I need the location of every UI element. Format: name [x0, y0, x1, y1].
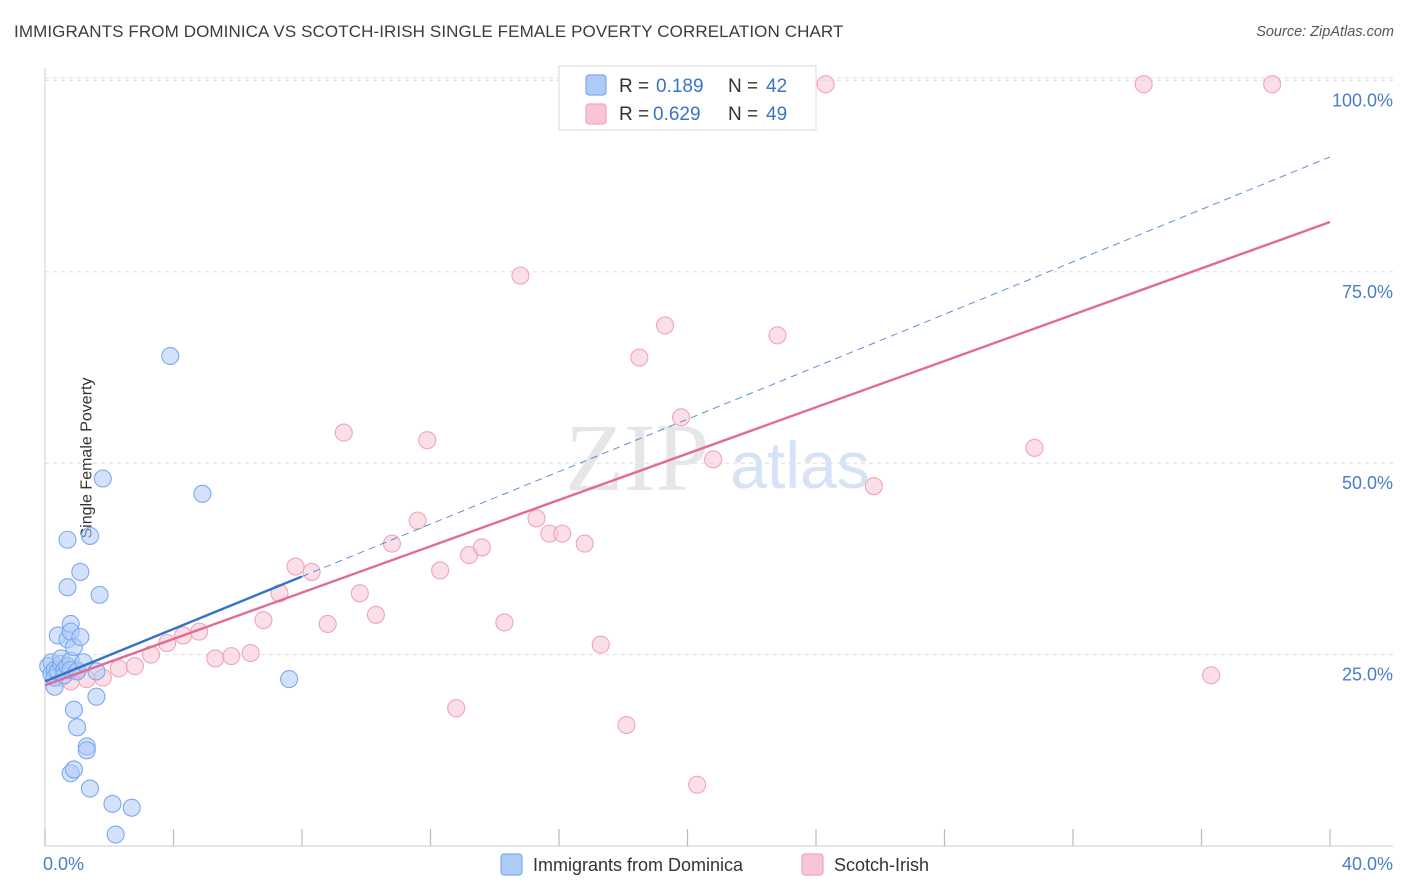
- data-point-scotch-irish: [447, 699, 466, 718]
- data-point-scotch-irish: [206, 649, 225, 668]
- data-point-scotch-irish: [768, 326, 787, 345]
- data-point-dominica: [90, 585, 109, 604]
- legend-swatch-dominica: [585, 74, 607, 96]
- data-point-dominica: [80, 779, 100, 798]
- data-point-scotch-irish: [630, 348, 649, 367]
- legend-r-value-dominica: 0.189: [656, 76, 704, 97]
- trend-line-scotch-irish: [44, 220, 1331, 687]
- data-point-dominica: [77, 741, 96, 760]
- x-tick-label: 0.0%: [43, 854, 84, 874]
- data-point-dominica: [58, 530, 77, 549]
- data-point-scotch-irish: [302, 562, 321, 581]
- data-point-scotch-irish: [704, 450, 723, 469]
- data-point-scotch-irish: [1202, 666, 1221, 685]
- legend-r-label-dominica: R =: [619, 76, 649, 97]
- data-point-scotch-irish: [431, 561, 450, 580]
- data-point-dominica: [93, 469, 112, 488]
- trend-lines: [44, 156, 1331, 687]
- series-scotch-irish-points: [52, 75, 1282, 794]
- data-point-scotch-irish: [418, 431, 437, 450]
- trend-line-dominica-extended: [301, 156, 1331, 577]
- stats-legend: R = 0.189 N = 42 R = 0.629 N = 49: [558, 65, 817, 131]
- data-point-scotch-irish: [864, 477, 883, 496]
- data-point-scotch-irish: [109, 659, 128, 678]
- data-point-scotch-irish: [688, 775, 707, 794]
- data-point-scotch-irish: [408, 511, 427, 530]
- data-point-dominica: [71, 562, 90, 581]
- bottom-legend-swatch-dominica: [500, 853, 523, 876]
- data-point-dominica: [193, 484, 212, 503]
- chart-title: IMMIGRANTS FROM DOMINICA VS SCOTCH-IRISH…: [14, 22, 844, 41]
- data-point-dominica: [64, 760, 83, 779]
- data-point-dominica: [58, 578, 77, 597]
- data-point-scotch-irish: [672, 408, 691, 427]
- legend-n-label-dominica: N =: [728, 76, 758, 97]
- watermark: ZIP atlas: [565, 404, 870, 511]
- data-point-scotch-irish: [1134, 75, 1153, 94]
- data-point-dominica: [280, 670, 299, 689]
- data-point-scotch-irish: [655, 316, 675, 335]
- bottom-legend-label-scotch-irish: Scotch-Irish: [834, 855, 929, 875]
- legend-r-label-scotch-irish: R =: [619, 104, 649, 125]
- bottom-legend-label-dominica: Immigrants from Dominica: [533, 855, 744, 875]
- data-point-scotch-irish: [527, 509, 546, 528]
- y-tick-label: 75.0%: [1342, 282, 1393, 302]
- bottom-legend-swatch-scotch-irish: [801, 853, 824, 876]
- x-tick-label: 40.0%: [1342, 854, 1393, 874]
- data-point-dominica: [161, 346, 180, 366]
- data-point-dominica: [68, 718, 87, 737]
- data-point-dominica: [64, 700, 83, 719]
- data-point-scotch-irish: [222, 647, 241, 666]
- watermark-atlas: atlas: [730, 428, 869, 502]
- y-tick-label: 25.0%: [1342, 665, 1393, 685]
- data-point-dominica: [87, 687, 106, 706]
- x-tick-labels: 0.0% 40.0%: [43, 854, 1393, 874]
- data-point-scotch-irish: [472, 538, 491, 557]
- data-point-dominica: [106, 825, 125, 844]
- data-point-scotch-irish: [617, 715, 636, 735]
- data-point-scotch-irish: [495, 613, 514, 632]
- legend-r-value-scotch-irish: 0.629: [653, 104, 701, 125]
- data-point-scotch-irish: [254, 611, 273, 630]
- data-point-scotch-irish: [816, 75, 835, 94]
- data-point-scotch-irish: [575, 534, 594, 553]
- data-point-dominica: [71, 627, 90, 647]
- data-point-dominica: [103, 794, 122, 813]
- data-point-scotch-irish: [125, 657, 144, 676]
- series-legend: Immigrants from Dominica Scotch-Irish: [500, 853, 929, 876]
- legend-n-value-scotch-irish: 49: [766, 104, 787, 125]
- data-point-scotch-irish: [511, 266, 530, 285]
- y-tick-label: 100.0%: [1332, 90, 1393, 110]
- data-point-scotch-irish: [1263, 75, 1282, 94]
- y-tick-label: 50.0%: [1342, 473, 1393, 493]
- source-credit: Source: ZipAtlas.com: [1256, 24, 1394, 40]
- data-point-scotch-irish: [382, 534, 402, 553]
- data-point-scotch-irish: [350, 584, 369, 603]
- data-point-dominica: [80, 526, 100, 545]
- data-point-scotch-irish: [286, 557, 305, 576]
- data-point-scotch-irish: [1025, 438, 1044, 457]
- y-tick-labels: 25.0% 50.0% 75.0% 100.0%: [1332, 90, 1393, 684]
- data-point-scotch-irish: [553, 524, 572, 543]
- data-point-scotch-irish: [366, 605, 385, 624]
- axes: [44, 68, 1393, 847]
- data-point-dominica: [122, 798, 141, 817]
- legend-swatch-scotch-irish: [585, 103, 607, 125]
- data-point-scotch-irish: [241, 644, 260, 663]
- trend-line-dominica: [44, 575, 303, 683]
- legend-n-value-dominica: 42: [766, 76, 787, 97]
- data-point-scotch-irish: [334, 423, 353, 442]
- data-point-scotch-irish: [318, 614, 337, 634]
- legend-n-label-scotch-irish: N =: [728, 104, 758, 125]
- data-point-scotch-irish: [591, 635, 610, 654]
- gridlines: [45, 77, 1393, 656]
